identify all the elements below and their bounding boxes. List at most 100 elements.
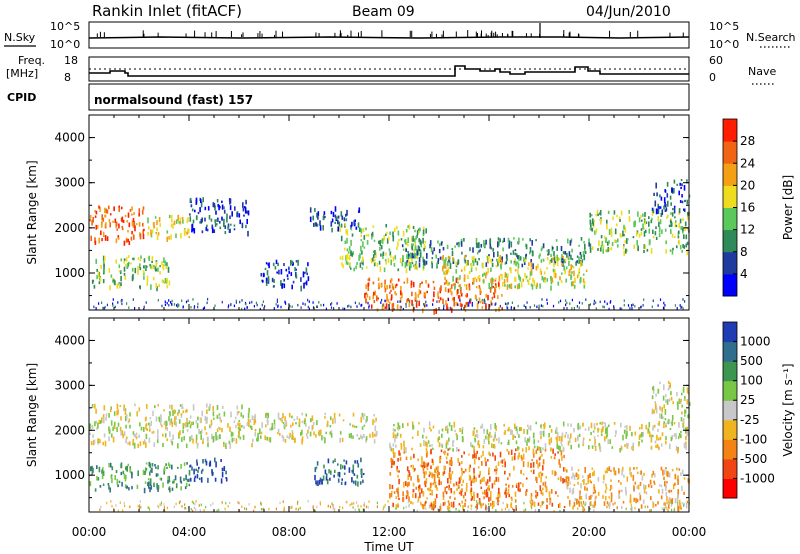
echo-cell <box>511 301 513 304</box>
echo-cell <box>373 239 376 242</box>
echo-cell <box>622 230 624 237</box>
echo-cell <box>142 206 145 210</box>
echo-cell <box>686 430 689 435</box>
colorbar-tick-label: 24 <box>740 156 755 170</box>
echo-cell <box>553 256 556 262</box>
echo-cell <box>91 465 93 472</box>
echo-cell <box>485 503 487 507</box>
echo-cell <box>437 296 440 299</box>
echo-cell <box>337 215 340 219</box>
echo-cell <box>164 260 167 267</box>
echo-cell <box>614 470 617 476</box>
echo-cell <box>684 221 687 227</box>
echo-cell <box>244 307 246 311</box>
echo-cell <box>521 263 524 268</box>
echo-cell <box>345 500 347 504</box>
echo-cell <box>597 427 599 433</box>
echo-cell <box>457 244 460 248</box>
echo-cell <box>686 387 689 393</box>
echo-cell <box>660 495 663 500</box>
echo-cell <box>286 274 289 277</box>
echo-cell <box>491 483 494 489</box>
echo-cell <box>602 244 605 249</box>
echo-cell <box>644 485 647 490</box>
echo-cell <box>326 478 329 485</box>
echo-cell <box>529 247 532 253</box>
echo-cell <box>163 506 165 509</box>
echo-cell <box>665 240 667 245</box>
echo-cell <box>459 275 461 279</box>
echo-cell <box>567 238 569 244</box>
echo-cell <box>638 434 641 440</box>
echo-cell <box>425 300 427 304</box>
echo-cell <box>212 405 214 412</box>
echo-cell <box>177 214 179 221</box>
echo-cell <box>238 213 241 218</box>
echo-cell <box>431 260 433 265</box>
echo-cell <box>373 258 376 264</box>
echo-cell <box>261 422 263 428</box>
echo-cell <box>195 199 198 205</box>
echo-cell <box>412 238 414 242</box>
echo-cell <box>314 509 316 513</box>
echo-cell <box>574 497 577 501</box>
echo-cell <box>389 279 392 284</box>
echo-cell <box>476 500 478 503</box>
echo-cell <box>281 419 283 423</box>
echo-cell <box>530 502 533 508</box>
echo-cell <box>286 435 289 439</box>
echo-cell <box>679 182 681 186</box>
echo-cell <box>348 246 351 251</box>
echo-cell <box>463 238 465 242</box>
echo-cell <box>96 427 98 430</box>
echo-cell <box>672 208 674 211</box>
echo-cell <box>260 273 263 277</box>
echo-cell <box>640 504 643 509</box>
echo-cell <box>423 244 426 247</box>
echo-cell <box>102 414 105 419</box>
echo-cell <box>349 503 351 507</box>
echo-cell <box>624 486 627 492</box>
echo-cell <box>531 500 533 504</box>
echo-cell <box>419 227 421 232</box>
echo-cell <box>350 305 352 309</box>
echo-cell <box>541 246 544 250</box>
echo-cell <box>482 301 484 304</box>
echo-cell <box>635 497 637 504</box>
echo-cell <box>422 264 425 269</box>
echo-cell <box>584 251 587 254</box>
echo-cell <box>580 261 582 265</box>
echo-cell <box>550 489 553 494</box>
echo-cell <box>510 503 512 507</box>
echo-cell <box>100 222 103 228</box>
echo-cell <box>426 290 428 294</box>
echo-cell <box>398 470 400 473</box>
echo-cell <box>677 479 679 485</box>
echo-cell <box>171 218 173 223</box>
echo-cell <box>380 285 383 288</box>
echo-cell <box>341 255 344 261</box>
echo-cell <box>459 302 462 307</box>
echo-cell <box>621 466 624 472</box>
echo-cell <box>390 457 393 463</box>
echo-cell <box>170 421 173 425</box>
echo-cell <box>479 503 481 507</box>
echo-cell <box>473 452 476 458</box>
echo-cell <box>407 255 410 260</box>
echo-cell <box>564 467 566 472</box>
echo-cell <box>389 251 392 256</box>
freq-label-line2: [MHz] <box>6 67 38 80</box>
echo-cell <box>571 466 573 471</box>
echo-cell <box>389 291 391 294</box>
echo-cell <box>190 421 193 426</box>
echo-cell <box>124 409 127 416</box>
echo-cell <box>632 303 634 306</box>
echo-cell <box>488 254 490 257</box>
echo-cell <box>101 469 103 474</box>
echo-cell <box>676 497 679 503</box>
echo-cell <box>384 299 386 303</box>
echo-cell <box>490 300 492 306</box>
echo-cell <box>573 277 576 284</box>
echo-cell <box>164 278 167 283</box>
echo-cell <box>177 412 179 416</box>
